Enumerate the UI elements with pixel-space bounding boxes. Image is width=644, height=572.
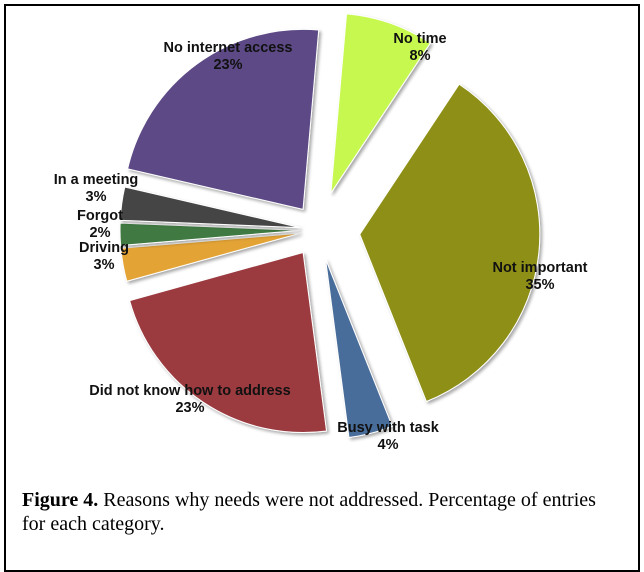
- caption-text: Reasons why needs were not addressed. Pe…: [22, 489, 596, 535]
- slice-label-did-not-know-how-to-address: Did not know how to address 23%: [89, 383, 290, 416]
- pie-slice-not-important: [359, 83, 541, 403]
- slice-label-busy-with-task: Busy with task 4%: [337, 420, 439, 453]
- pie-slice-busy-with-task: [325, 258, 393, 439]
- slice-label-forgot: Forgot 2%: [77, 208, 123, 241]
- pie-slice-forgot: [119, 222, 301, 246]
- figure-caption: Figure 4. Reasons why needs were not add…: [22, 488, 622, 536]
- figure-frame: [4, 4, 640, 572]
- caption-lead: Figure 4.: [22, 489, 99, 511]
- pie-slice-no-time: [330, 13, 431, 194]
- slice-label-no-internet-access: No internet access 23%: [164, 40, 293, 73]
- pie-slice-driving: [120, 232, 301, 282]
- slice-label-driving: Driving 3%: [79, 240, 129, 273]
- slice-label-not-important: Not important 35%: [492, 260, 587, 293]
- slice-label-in-a-meeting: In a meeting 3%: [54, 172, 139, 205]
- pie-slice-did-not-know-how-to-address: [129, 251, 328, 433]
- slice-label-no-time: No time 8%: [393, 31, 446, 64]
- pie-slice-in-a-meeting: [119, 186, 301, 229]
- pie-slice-no-internet-access: [127, 28, 320, 210]
